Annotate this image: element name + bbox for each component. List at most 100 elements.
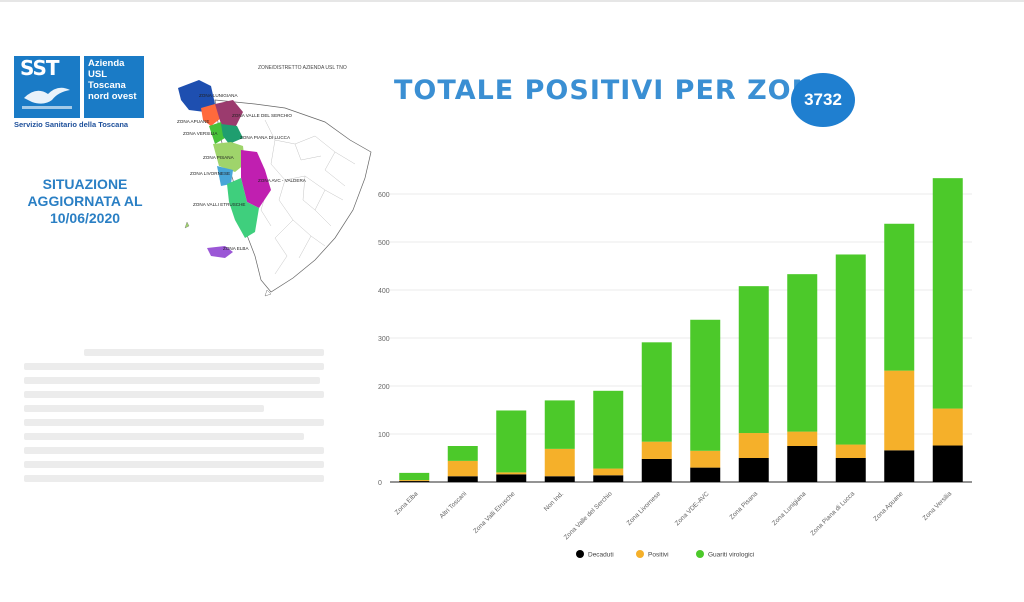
y-tick-label: 100	[378, 432, 390, 439]
bar-segment	[690, 319, 721, 451]
bar-segment	[787, 431, 818, 446]
x-tick-label: Zona VDE-AVC	[674, 490, 711, 527]
x-tick-label: Zona Livornese	[626, 490, 663, 527]
zone-avc-valdera	[241, 150, 271, 208]
bar-segment	[932, 178, 963, 409]
y-tick-label: 500	[378, 240, 390, 247]
zone-elba	[207, 246, 233, 258]
bar-segment	[738, 286, 769, 434]
redacted-line	[24, 405, 264, 412]
x-tick-label: Zona Versilia	[922, 490, 954, 522]
map-label: ZONA LIVORNESE	[190, 171, 231, 176]
map-title: ZONE/DISTRETTO AZIENDA USL TNO	[258, 65, 347, 71]
redacted-line	[24, 461, 324, 468]
logo-org-line: Toscana	[88, 80, 126, 91]
x-tick-label: Non Ind.	[543, 490, 565, 512]
logo-org-box: Azienda USL Toscana nord ovest	[84, 56, 144, 118]
bar-segment	[738, 433, 769, 458]
chart-canvas: 0 100 200 300 400 500 600 Zona Elba Altri Toscan…	[378, 178, 972, 559]
zone-apuane	[201, 104, 221, 126]
map-label: ZONA VALLI ETRUSCHE	[193, 202, 246, 207]
y-tick-label: 200	[378, 384, 390, 391]
bar-segment	[641, 458, 672, 482]
redacted-line	[24, 433, 304, 440]
bar-segment	[690, 450, 721, 468]
status-date: 10/06/2020	[49, 210, 121, 226]
map-label: ZONA APUANE	[177, 119, 210, 124]
update-status: SITUAZIONE AGGIORNATA AL 10/06/2020	[20, 176, 150, 227]
bar-segment	[593, 390, 624, 469]
y-tick-label: 0	[378, 480, 382, 487]
status-line: AGGIORNATA AL	[27, 193, 143, 209]
x-tick-label: Zona Elba	[394, 490, 420, 516]
logo-org-line: Azienda	[88, 58, 125, 69]
logo-mark-box: SST	[14, 56, 80, 118]
redacted-line	[24, 391, 324, 398]
legend-label: Guariti virologici	[708, 552, 754, 559]
bar-segment	[787, 274, 818, 432]
redacted-line	[24, 419, 324, 426]
bar-segment	[399, 480, 430, 482]
redacted-line	[84, 349, 324, 356]
zone-pisana	[213, 142, 245, 172]
redacted-line	[24, 377, 320, 384]
bar-segment	[787, 446, 818, 482]
x-tick-label: Zona Apuane	[872, 490, 905, 523]
page-title: TOTALE POSITIVI PER ZONA	[394, 75, 838, 106]
bar-segment	[835, 254, 866, 445]
logo-org-line: USL	[88, 69, 107, 80]
logo-org-line: nord ovest	[88, 91, 137, 102]
legend-label: Positivi	[648, 552, 669, 559]
x-tick-label: Zona Pisana	[728, 490, 759, 521]
bar-segment	[496, 474, 527, 482]
seagull-icon	[22, 87, 72, 109]
bar-segment	[932, 408, 963, 446]
map-label: ZONA LUNIGIANA	[199, 93, 238, 98]
logo-mark-text: SST	[20, 56, 60, 80]
stacked-bar-chart: 0 100 200 300 400 500 600 Zona Elba Altri Toscan…	[360, 170, 990, 590]
bar-segment	[544, 476, 575, 482]
legend-swatch	[576, 550, 584, 558]
bar-segment	[447, 476, 478, 482]
map-label: ZONA PIANA DI LUCCA	[240, 135, 291, 140]
map-label: ZONA PISANA	[203, 155, 234, 160]
top-border	[0, 0, 1024, 2]
map-label: ZONA AVC - VALDERA	[258, 178, 306, 183]
zone-valle-del-serchio	[215, 100, 243, 128]
bar-segment	[641, 342, 672, 442]
y-tick-label: 600	[378, 192, 390, 199]
map-label: ZONA VERSILIA	[183, 131, 218, 136]
x-tick-label: Zona Lunigiana	[771, 490, 808, 527]
y-tick-label: 300	[378, 336, 390, 343]
zone-islet	[184, 221, 190, 229]
bar-segment	[884, 370, 915, 451]
redacted-line	[24, 363, 324, 370]
bar-segment	[447, 446, 478, 461]
zone-versilia	[209, 122, 225, 144]
bar-segment	[593, 475, 624, 482]
zone-piana-di-lucca	[221, 124, 243, 144]
map-label: ZONA ELBA	[223, 246, 249, 251]
bar-segment	[593, 468, 624, 476]
bar-segment	[884, 450, 915, 482]
bar-segment	[835, 458, 866, 482]
x-tick-label: Zona Valle del Serchio	[563, 490, 614, 541]
bar-segment	[399, 472, 430, 481]
x-tick-label: Zona Valli Etrusche	[472, 490, 517, 535]
redacted-line	[24, 475, 324, 482]
bar-segment	[447, 460, 478, 477]
zone-livornese	[217, 166, 233, 186]
bar-segment	[835, 444, 866, 458]
legend-swatch	[636, 550, 644, 558]
logo-caption: Servizio Sanitario della Toscana	[14, 120, 129, 129]
y-tick-label: 400	[378, 288, 390, 295]
zone-islet	[264, 289, 272, 297]
bar-segment	[738, 458, 769, 482]
status-line: SITUAZIONE	[42, 176, 128, 192]
redacted-line	[24, 447, 324, 454]
bar-segment	[932, 445, 963, 482]
zone-lunigiana	[178, 80, 215, 112]
legend-label: Decaduti	[588, 552, 614, 559]
bar-segment	[884, 223, 915, 371]
